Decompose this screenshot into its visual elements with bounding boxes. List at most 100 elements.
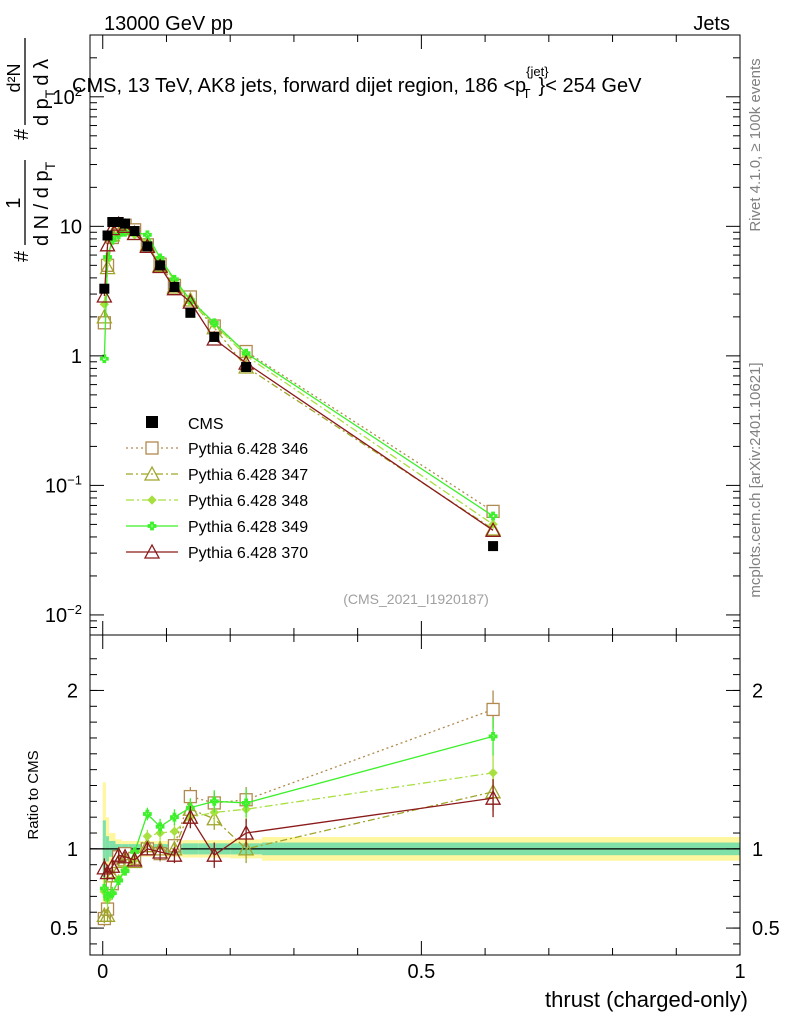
ratio-ylabel: Ratio to CMS bbox=[25, 750, 42, 839]
main-point-p347 bbox=[96, 308, 113, 324]
main-point-p370 bbox=[99, 236, 116, 252]
legend-label-p346: Pythia 6.428 346 bbox=[188, 441, 308, 458]
ratio-point-p349 bbox=[107, 888, 117, 898]
main-ylabel: # 1 d N / d pT # d²N d pTd λ bbox=[3, 38, 58, 262]
y-tick-base: 10 bbox=[53, 87, 75, 109]
ratio-point-p349 bbox=[142, 809, 152, 819]
y-tick-label: 10−1 bbox=[45, 472, 82, 497]
y-tick-base: 10 bbox=[45, 475, 67, 497]
plot-title-sub: T bbox=[523, 86, 531, 101]
y-tick-exponent: 2 bbox=[75, 84, 82, 99]
ylabel-frac2-den: d pTd λ bbox=[31, 59, 58, 126]
ratio-point-p348 bbox=[169, 826, 180, 837]
cms-data-point bbox=[209, 331, 220, 342]
legend-label-p370: Pythia 6.428 370 bbox=[188, 545, 308, 562]
ratio-point-p347 bbox=[238, 840, 255, 856]
ylabel-frac1-den-text: d N / d p bbox=[31, 170, 53, 246]
ratio-point-p349 bbox=[209, 796, 219, 806]
ratio-point-p349 bbox=[170, 812, 179, 822]
ratio-point-p370 bbox=[104, 857, 121, 873]
ratio-point-p347 bbox=[99, 907, 116, 923]
ratio-point-p370 bbox=[206, 846, 223, 862]
x-tick-label: 1 bbox=[734, 961, 745, 983]
cms-data-point bbox=[155, 260, 166, 271]
x-tick-label: 0 bbox=[97, 961, 108, 983]
ylabel-frac1-den: d N / d pT bbox=[31, 161, 58, 246]
ratio-point-p346 bbox=[486, 702, 500, 717]
legend-label-p348: Pythia 6.428 348 bbox=[188, 493, 308, 510]
ratio-y-tick-label: 1 bbox=[67, 839, 78, 861]
plot-title-end: }< 254 GeV bbox=[539, 75, 643, 97]
ratio-point-p370 bbox=[139, 840, 156, 856]
ratio-y-tick-label-right: 2 bbox=[752, 680, 763, 702]
legend-label-cms: CMS bbox=[188, 416, 224, 433]
y-tick-label: 102 bbox=[53, 84, 82, 109]
ratio-point-p370 bbox=[182, 808, 199, 824]
cms-data-point bbox=[102, 230, 113, 241]
cms-data-point bbox=[107, 217, 118, 228]
ylabel-frac2-den-sub: T bbox=[42, 89, 58, 98]
legend-marker-cms bbox=[146, 416, 158, 428]
legend-marker-p347 bbox=[143, 465, 161, 481]
y-tick-label: 1 bbox=[71, 346, 82, 368]
main-point-p349 bbox=[99, 354, 109, 364]
ylabel-frac1-num: 1 bbox=[3, 197, 25, 208]
legend-label-p347: Pythia 6.428 347 bbox=[188, 467, 308, 484]
ratio-point-p370 bbox=[152, 843, 169, 859]
legend-marker-p348 bbox=[147, 495, 157, 505]
plot-title: CMS, 13 TeV, AK8 jets, forward dijet reg… bbox=[72, 64, 642, 101]
cms-data-point bbox=[120, 218, 131, 229]
mcplots-label: mcplots.cern.ch [arXiv:2401.10621] bbox=[747, 362, 764, 597]
cms-data-point bbox=[142, 241, 153, 252]
cms-data-point bbox=[169, 282, 180, 293]
ratio-line-p370 bbox=[103, 797, 494, 874]
ratio-plot-frame bbox=[89, 634, 741, 956]
x-axis-label: thrust (charged-only) bbox=[545, 987, 748, 1012]
ratio-point-p370 bbox=[126, 851, 143, 867]
process-label: Jets bbox=[693, 13, 730, 35]
cms-data-point bbox=[185, 307, 196, 318]
y-tick-exponent: −1 bbox=[67, 472, 82, 487]
cms-data-point bbox=[241, 362, 252, 373]
ylabel-frac2-num: d²N bbox=[4, 63, 24, 92]
ratio-point-p370 bbox=[166, 846, 183, 862]
legend: CMS Pythia 6.428 346 Pythia 6.428 347 Pythi… bbox=[126, 416, 308, 562]
ratio-point-p347 bbox=[104, 867, 121, 883]
legend-label-p349: Pythia 6.428 349 bbox=[188, 519, 308, 536]
ratio-point-p348 bbox=[488, 768, 498, 778]
ratio-point-p349 bbox=[120, 866, 130, 876]
ratio-line-p349 bbox=[103, 735, 494, 898]
ratio-point-p347 bbox=[206, 810, 223, 826]
ratio-y-tick-label-right: 1 bbox=[752, 839, 763, 861]
y-tick-label: 10−2 bbox=[45, 602, 82, 627]
ratio-point-p349 bbox=[114, 876, 124, 885]
cms-data-point bbox=[113, 217, 124, 228]
analysis-tag: (CMS_2021_I1920187) bbox=[343, 591, 489, 607]
cms-data-point bbox=[488, 541, 499, 552]
main-point-p370 bbox=[484, 521, 502, 537]
ylabel-frac2-den-end: d λ bbox=[31, 59, 53, 86]
ratio-point-p349 bbox=[241, 798, 251, 808]
ratio-point-p348 bbox=[142, 831, 153, 841]
main-point-p370 bbox=[96, 287, 113, 303]
main-point-p349 bbox=[209, 318, 219, 328]
ylabel-hash-1: # bbox=[11, 250, 33, 262]
ylabel-frac2-den-text: d p bbox=[31, 98, 53, 126]
energy-label: 13000 GeV pp bbox=[104, 13, 233, 35]
main-series-group bbox=[96, 215, 502, 552]
main-point-p349 bbox=[142, 230, 152, 240]
ratio-line-p346 bbox=[103, 708, 494, 919]
legend-marker-p346 bbox=[145, 441, 159, 455]
legend-marker-p349 bbox=[147, 521, 157, 531]
y-tick-label: 10 bbox=[60, 216, 82, 238]
cms-data-point bbox=[99, 283, 110, 294]
ratio-point-p349 bbox=[155, 822, 165, 832]
ratio-y-tick-label: 2 bbox=[67, 680, 78, 702]
ylabel-hash-2: # bbox=[11, 128, 33, 140]
y-tick-exponent: −2 bbox=[67, 602, 82, 617]
y-tick-base: 10 bbox=[45, 605, 67, 627]
rivet-version-label: Rivet 4.1.0, ≥ 100k events bbox=[747, 58, 764, 231]
main-point-p349 bbox=[488, 511, 498, 521]
